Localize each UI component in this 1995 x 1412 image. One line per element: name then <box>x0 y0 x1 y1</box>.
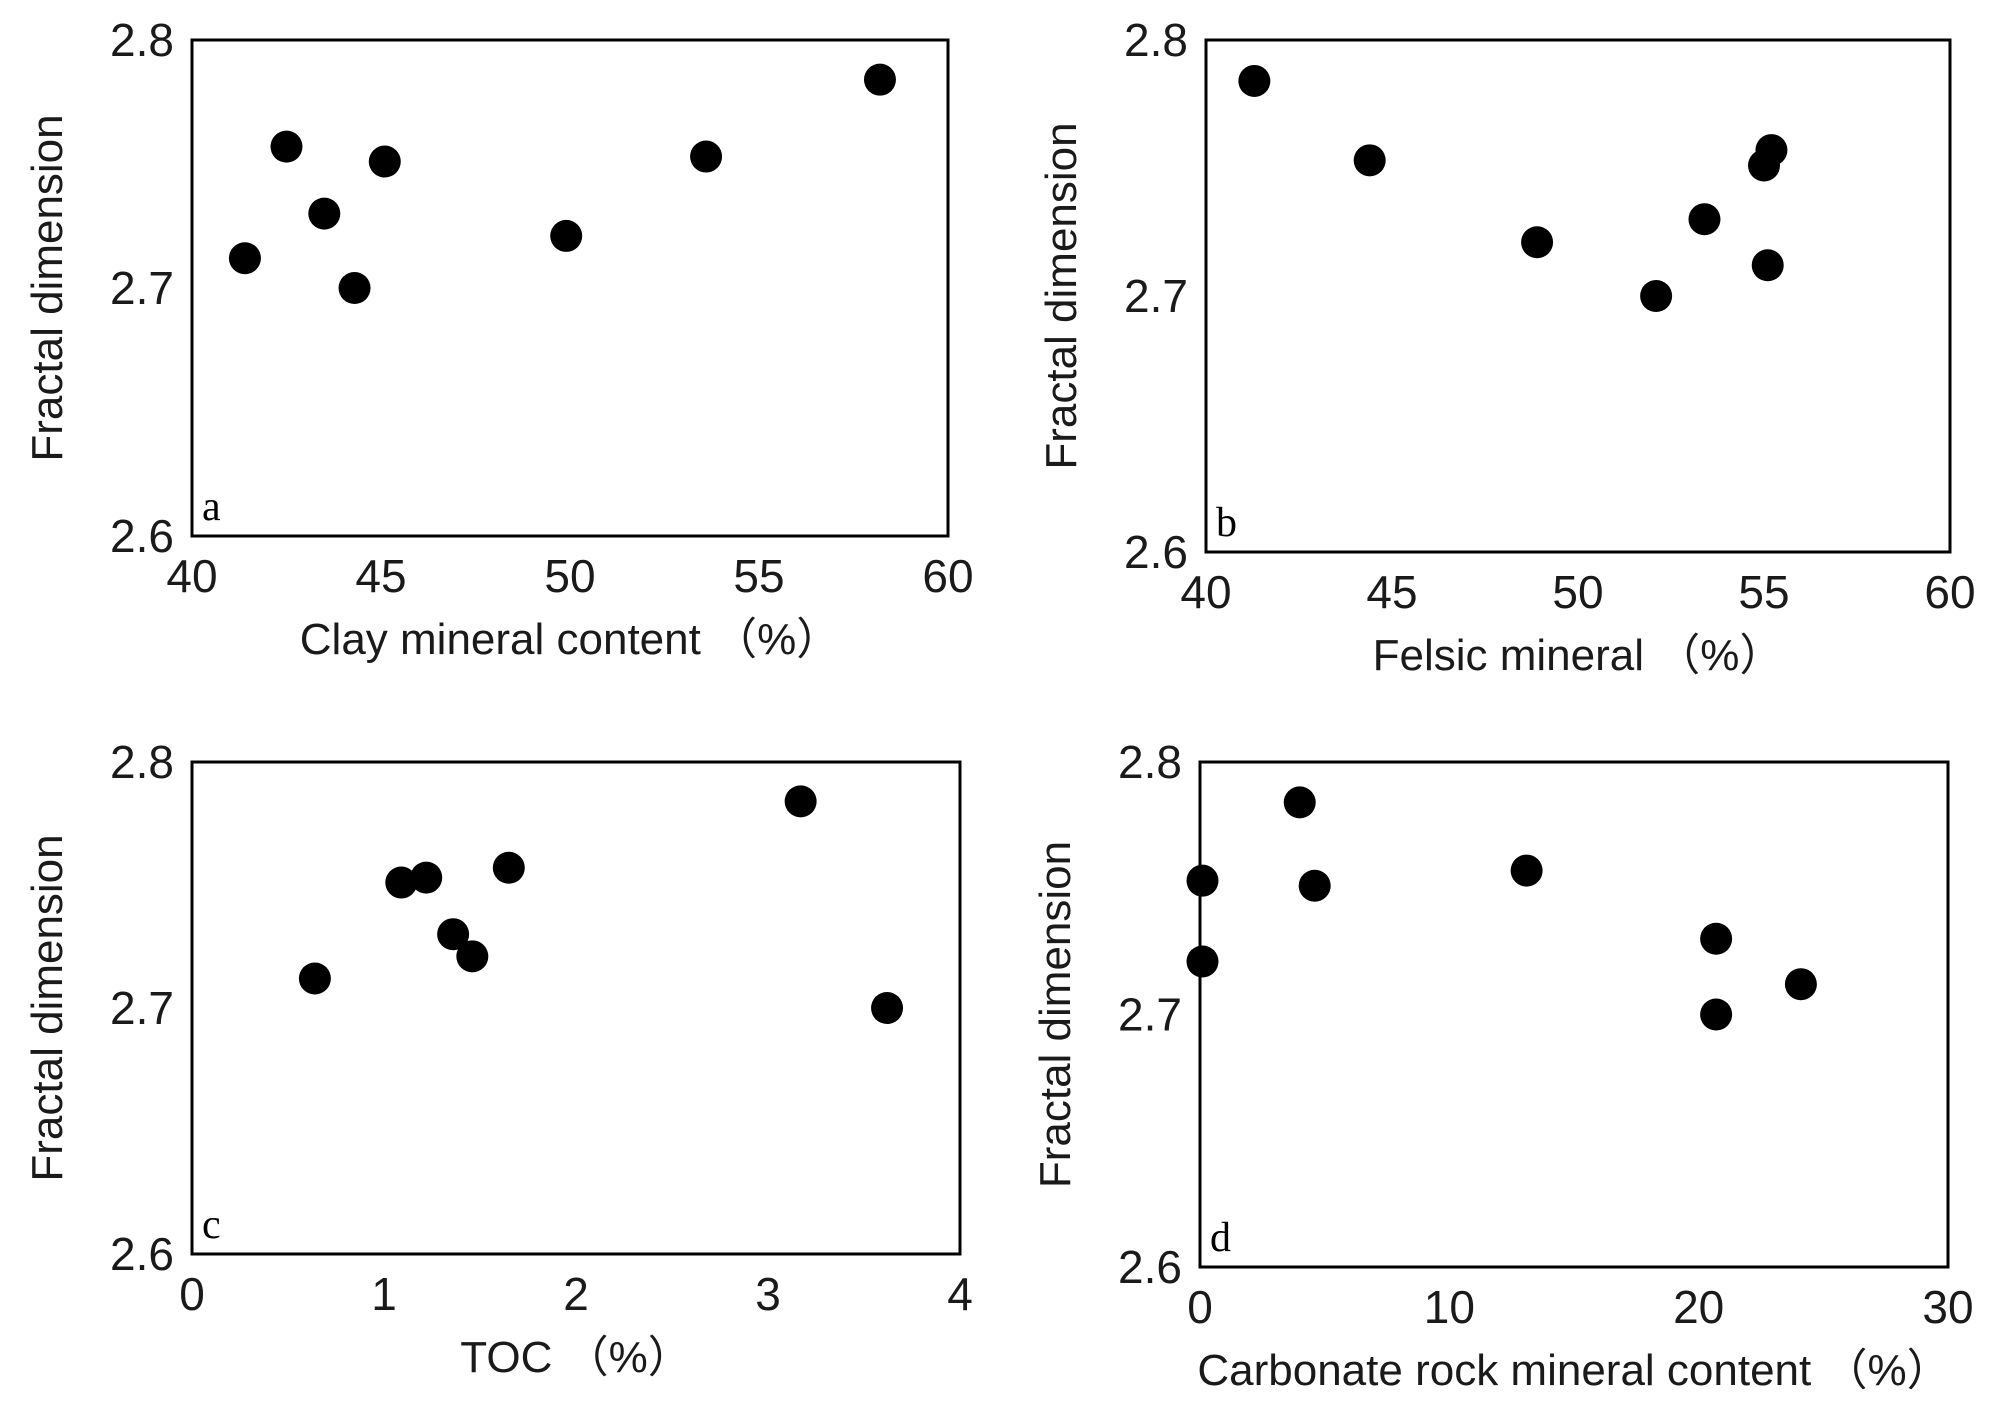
data-point <box>1186 945 1219 978</box>
panel-c: 0 1 2 3 4 2.6 2.7 2.8 TOC （%） Fractal dimension c <box>23 736 973 1382</box>
x-axis-title: TOC （%） <box>460 1333 691 1382</box>
data-point <box>1283 786 1316 819</box>
x-tick-label: 0 <box>1187 1281 1213 1333</box>
data-point <box>456 940 489 973</box>
y-axis-title: Fractal dimension <box>23 114 72 461</box>
data-point <box>437 918 470 951</box>
y-tick-label: 2.8 <box>1118 736 1182 788</box>
data-point <box>368 145 401 178</box>
data-point <box>1755 134 1788 167</box>
data-point <box>492 851 525 884</box>
x-tick-label: 1 <box>371 1268 397 1320</box>
x-tick-label: 45 <box>1366 566 1417 618</box>
y-tick-label: 2.7 <box>1124 270 1188 322</box>
x-tick-label: 60 <box>1924 566 1975 618</box>
data-point <box>1353 144 1386 177</box>
data-point <box>784 785 817 818</box>
y-axis-title: Fractal dimension <box>1037 122 1086 469</box>
panel-d: 0 10 20 30 2.6 2.7 2.8 Carbonate rock mineral c… <box>1031 736 1974 1395</box>
data-point <box>1700 998 1733 1031</box>
data-point <box>1521 226 1554 259</box>
panel-label: c <box>202 1202 221 1248</box>
y-tick-label: 2.8 <box>110 14 174 66</box>
x-axis-title: Clay mineral content （%） <box>300 615 840 664</box>
data-point <box>1640 280 1673 312</box>
y-tick-label: 2.6 <box>110 510 174 562</box>
data-point <box>270 130 303 163</box>
y-axis-title: Fractal dimension <box>1031 841 1080 1188</box>
x-tick-label: 30 <box>1922 1281 1973 1333</box>
x-tick-label: 3 <box>755 1268 781 1320</box>
y-axis-title: Fractal dimension <box>23 834 72 1181</box>
x-tick-label: 20 <box>1673 1281 1724 1333</box>
x-tick-label: 50 <box>1552 566 1603 618</box>
data-point <box>228 242 261 275</box>
x-tick-label: 60 <box>922 550 973 602</box>
x-tick-label: 40 <box>166 550 217 602</box>
x-tick-label: 40 <box>1180 566 1231 618</box>
data-point <box>1298 869 1331 902</box>
x-tick-label: 0 <box>179 1268 205 1320</box>
data-point <box>338 272 371 304</box>
y-tick-label: 2.6 <box>1118 1241 1182 1293</box>
data-point <box>690 140 723 173</box>
x-tick-label: 10 <box>1424 1281 1475 1333</box>
data-point <box>1510 854 1543 887</box>
plot-frame <box>190 38 950 538</box>
plot-frame <box>1204 38 1952 554</box>
x-tick-label: 4 <box>947 1268 973 1320</box>
data-point <box>1238 64 1271 97</box>
data-point <box>1186 864 1219 897</box>
y-tick-label: 2.6 <box>110 1228 174 1280</box>
y-tick-label: 2.7 <box>110 982 174 1034</box>
y-tick-label: 2.7 <box>1118 989 1182 1041</box>
x-tick-label: 55 <box>1738 566 1789 618</box>
x-tick-label: 2 <box>563 1268 589 1320</box>
x-tick-label: 55 <box>733 550 784 602</box>
plot-frame <box>1198 760 1950 1269</box>
panel-label: d <box>1210 1215 1231 1261</box>
y-tick-label: 2.8 <box>110 736 174 788</box>
x-tick-label: 45 <box>355 550 406 602</box>
data-point <box>1784 968 1817 1001</box>
data-point <box>410 861 443 894</box>
data-point <box>1700 922 1733 955</box>
x-axis-title: Carbonate rock mineral content （%） <box>1197 1346 1950 1395</box>
data-point <box>550 219 583 252</box>
panel-label: b <box>1216 500 1237 546</box>
data-point <box>308 197 341 230</box>
y-tick-label: 2.7 <box>110 262 174 314</box>
data-point <box>385 866 418 899</box>
data-point <box>1688 203 1721 236</box>
plot-frame <box>190 760 962 1256</box>
panel-b: 40 45 50 55 60 2.6 2.7 2.8 Felsic mineral （%） Fra… <box>1037 14 1976 680</box>
x-tick-label: 50 <box>544 550 595 602</box>
data-point <box>863 63 896 96</box>
y-tick-label: 2.6 <box>1124 526 1188 578</box>
data-point <box>298 962 331 995</box>
x-axis-title: Felsic mineral （%） <box>1373 631 1784 680</box>
data-point <box>871 992 904 1024</box>
y-tick-label: 2.8 <box>1124 14 1188 66</box>
data-point <box>1751 249 1784 282</box>
panel-label: a <box>202 484 221 530</box>
panel-a: 40 45 50 55 60 2.6 2.7 2.8 Clay mineral content … <box>23 14 974 664</box>
